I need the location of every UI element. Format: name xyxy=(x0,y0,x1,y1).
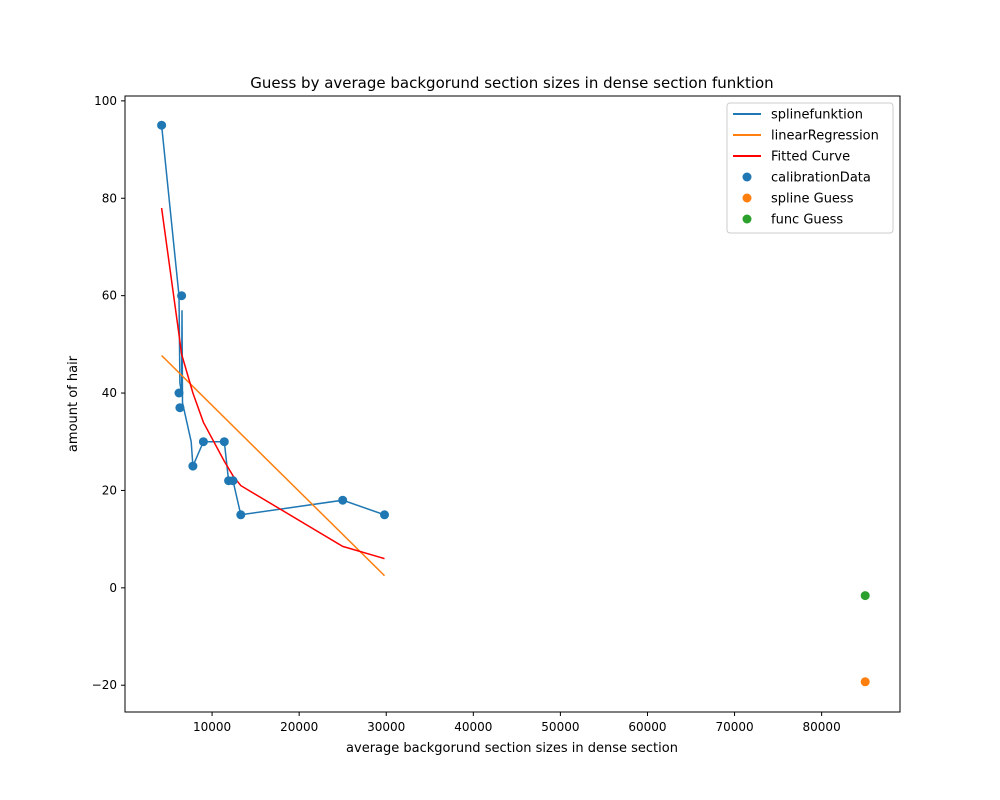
plot-frame xyxy=(124,95,901,713)
legend-label-spline-guess: spline Guess xyxy=(771,192,854,207)
data-point-calibrationdata xyxy=(219,437,229,447)
series-line-fitted-curve xyxy=(160,207,385,560)
data-point-spline-guess xyxy=(860,677,870,687)
x-tick-label: 10000 xyxy=(193,720,231,734)
y-tick-label: 20 xyxy=(102,483,117,497)
data-point-calibrationdata xyxy=(338,495,348,505)
legend-box xyxy=(726,102,894,234)
legend-swatch-calibrationdata xyxy=(742,172,752,182)
data-point-calibrationdata xyxy=(236,510,246,520)
x-tick-label: 40000 xyxy=(454,720,492,734)
data-point-calibrationdata xyxy=(188,461,198,471)
y-tick-label: 0 xyxy=(109,581,117,595)
legend-label-linearregression: linearRegression xyxy=(771,129,879,144)
x-axis: 10000 20000 30000 40000 50000 60000 70000 80000 xyxy=(193,712,841,734)
data-point-calibrationdata xyxy=(228,476,238,486)
x-tick-label: 60000 xyxy=(628,720,666,734)
legend-swatch-spline-guess xyxy=(742,193,752,203)
data-point-calibrationdata xyxy=(177,291,187,301)
x-tick-label: 80000 xyxy=(803,720,841,734)
y-tick-label: 80 xyxy=(102,191,117,205)
x-axis-label: average backgorund section sizes in dens… xyxy=(346,741,678,756)
y-tick-label: 60 xyxy=(102,289,117,303)
data-point-calibrationdata xyxy=(198,437,208,447)
legend-label-calibrationdata: calibrationData xyxy=(771,171,871,186)
y-tick-label: 40 xyxy=(102,386,117,400)
plot-area xyxy=(157,120,870,687)
legend-label-splinefunktion: splinefunktion xyxy=(771,108,863,123)
legend-label-func-guess: func Guess xyxy=(771,213,843,228)
legend-swatch-func-guess xyxy=(742,214,752,224)
x-tick-label: 70000 xyxy=(715,720,753,734)
y-axis-label: amount of hair xyxy=(66,355,81,452)
legend: splinefunktion linearRegression Fitted Cur… xyxy=(726,102,894,234)
x-tick-label: 20000 xyxy=(280,720,318,734)
x-tick-label: 50000 xyxy=(541,720,579,734)
data-point-calibrationdata xyxy=(175,403,185,413)
series-line-linearregression xyxy=(161,354,386,577)
y-tick-label: 100 xyxy=(94,94,117,108)
y-tick-label: −20 xyxy=(92,678,117,692)
data-point-calibrationdata xyxy=(157,120,167,130)
data-point-func-guess xyxy=(860,591,870,601)
x-tick-label: 30000 xyxy=(367,720,405,734)
data-point-calibrationdata xyxy=(174,388,184,398)
y-axis: −20 0 20 40 60 80 100 xyxy=(92,94,125,692)
data-point-calibrationdata xyxy=(380,510,389,520)
series-line-splinefunktion xyxy=(160,125,385,516)
chart-title: Guess by average backgorund section size… xyxy=(250,74,773,92)
legend-label-fitted-curve: Fitted Curve xyxy=(771,150,850,165)
